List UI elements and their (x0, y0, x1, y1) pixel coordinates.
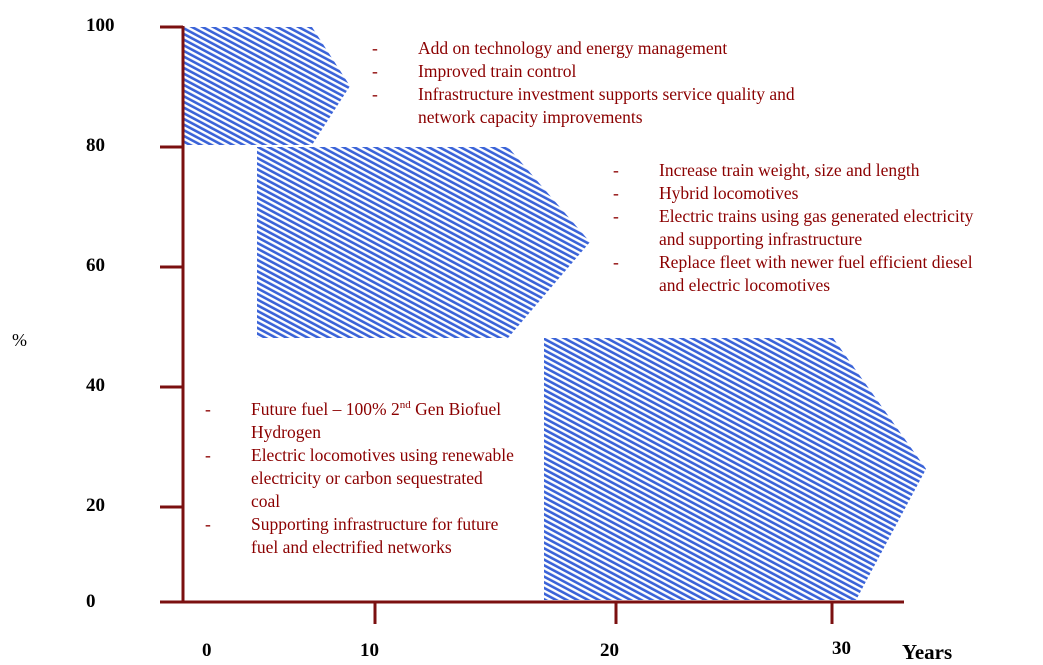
note-item: - Improved train control (372, 60, 932, 83)
note-item: - Future fuel – 100% 2nd Gen Biofuel Hyd… (205, 398, 585, 444)
phase-arrow-short-term (184, 27, 350, 145)
bullet-dash: - (205, 399, 211, 419)
note-text: Future fuel – 100% 2nd Gen Biofuel Hydro… (251, 398, 585, 444)
note-item: - Increase train weight, size and length (613, 159, 1038, 182)
x-tick-label-20: 20 (600, 640, 619, 661)
note-text: Increase train weight, size and length (659, 160, 920, 180)
note-item: - Replace fleet with newer fuel efficien… (613, 251, 1038, 297)
note-item: - Infrastructure investment supports ser… (372, 83, 932, 129)
note-item: - Supporting infrastructure for future f… (205, 513, 585, 559)
note-item: - Electric locomotives using renewable e… (205, 444, 585, 513)
note-line: Hydrogen (251, 422, 321, 442)
note-text: Hybrid locomotives (659, 183, 799, 203)
note-line: Electric trains using gas generated elec… (659, 206, 974, 226)
y-tick-label-40: 40 (86, 375, 105, 396)
bullet-dash: - (205, 445, 211, 465)
notes-medium-term: - Increase train weight, size and length… (613, 159, 1038, 297)
y-tick-label-0: 0 (86, 591, 96, 612)
y-tick-label-60: 60 (86, 255, 105, 276)
bullet-dash: - (613, 252, 619, 272)
note-line: coal (251, 491, 281, 511)
note-item: - Hybrid locomotives (613, 182, 1038, 205)
note-line: Future fuel – 100% 2 (251, 399, 400, 419)
bullet-dash: - (613, 206, 619, 226)
note-item: - Electric trains using gas generated el… (613, 205, 1038, 251)
y-tick-label-20: 20 (86, 495, 105, 516)
note-line: Electric locomotives using renewable (251, 445, 514, 465)
bullet-dash: - (613, 183, 619, 203)
note-text: Add on technology and energy management (418, 38, 728, 58)
note-line: Replace fleet with newer fuel efficient … (659, 252, 973, 272)
bullet-dash: - (613, 160, 619, 180)
note-text: Infrastructure investment supports servi… (418, 83, 932, 129)
note-line: fuel and electrified networks (251, 537, 452, 557)
note-text: Replace fleet with newer fuel efficient … (659, 251, 1038, 297)
y-tick-label-80: 80 (86, 135, 105, 156)
superscript-nd: nd (399, 399, 411, 412)
note-line: and supporting infrastructure (659, 229, 863, 249)
note-item: - Add on technology and energy managemen… (372, 37, 932, 60)
bullet-dash: - (372, 61, 378, 81)
note-line: Gen Biofuel (410, 399, 502, 419)
note-text: Improved train control (418, 61, 577, 81)
note-line: electricity or carbon sequestrated (251, 468, 483, 488)
y-axis-label: % (12, 330, 27, 350)
y-tick-label-100: 100 (86, 15, 115, 36)
note-line: and electric locomotives (659, 275, 831, 295)
notes-long-term: - Future fuel – 100% 2nd Gen Biofuel Hyd… (205, 398, 585, 559)
phase-arrow-long-term (544, 338, 926, 600)
note-line: Infrastructure investment supports servi… (418, 84, 795, 104)
note-text: Electric locomotives using renewable ele… (251, 444, 585, 513)
note-text: Electric trains using gas generated elec… (659, 205, 1038, 251)
x-tick-label-0: 0 (202, 640, 212, 661)
x-tick-label-30: 30 (832, 638, 851, 659)
bullet-dash: - (205, 514, 211, 534)
x-tick-label-10: 10 (360, 640, 379, 661)
bullet-dash: - (372, 38, 378, 58)
note-line: Supporting infrastructure for future (251, 514, 499, 534)
x-axis-label: Years (902, 640, 953, 664)
note-text: Supporting infrastructure for future fue… (251, 513, 585, 559)
bullet-dash: - (372, 84, 378, 104)
phase-arrow-medium-term (257, 147, 590, 338)
note-line: network capacity improvements (418, 107, 643, 127)
notes-short-term: - Add on technology and energy managemen… (372, 37, 932, 129)
